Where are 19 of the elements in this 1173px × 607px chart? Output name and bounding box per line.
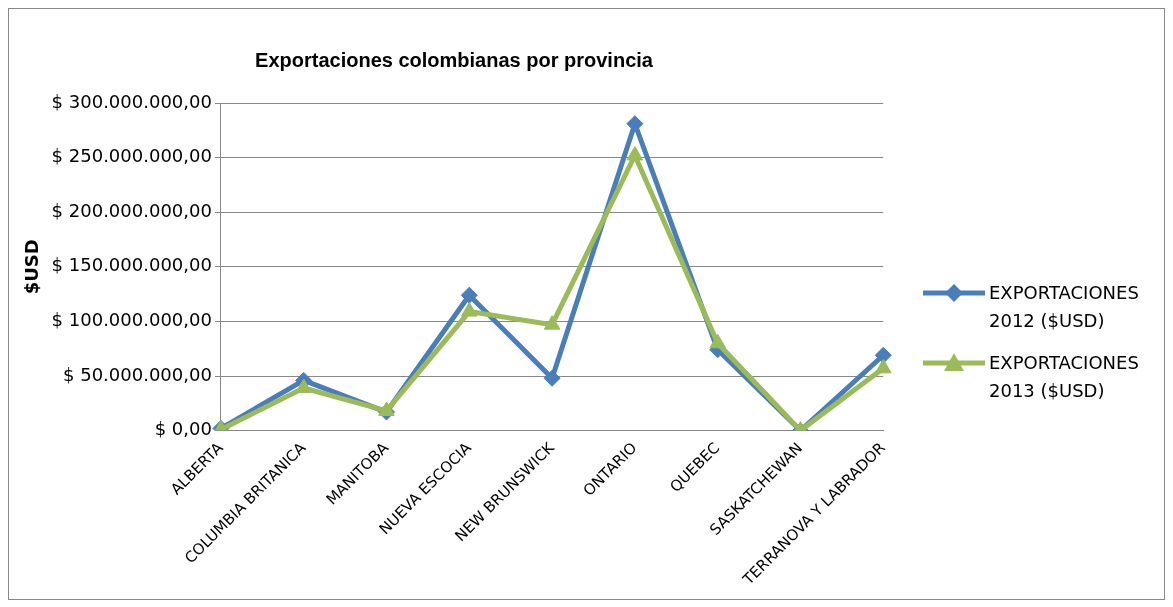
point bbox=[626, 115, 644, 133]
point bbox=[543, 315, 561, 330]
y-tick-label: $ 150.000.000,00 bbox=[51, 254, 212, 276]
legend-label: EXPORTACIONES 2012 ($USD) bbox=[989, 281, 1140, 333]
y-tick-label: $ 200.000.000,00 bbox=[51, 199, 212, 221]
point bbox=[709, 333, 726, 349]
point bbox=[874, 358, 892, 374]
point bbox=[460, 286, 478, 304]
y-tick-label: $ 100.000.000,00 bbox=[51, 309, 212, 331]
chart-title: Exportaciones colombianas por provincia bbox=[255, 48, 654, 71]
y-tick-label: $ 300.000.000,00 bbox=[51, 90, 212, 112]
y-tick-label: $ 0,00 bbox=[154, 418, 212, 440]
point bbox=[461, 302, 478, 317]
y-axis-title: $USD bbox=[21, 239, 43, 295]
point bbox=[295, 378, 312, 394]
point bbox=[378, 401, 395, 416]
legend-label: EXPORTACIONES 2013 ($USD) bbox=[989, 351, 1140, 403]
y-tick-label: $ 50.000.000,00 bbox=[63, 363, 212, 385]
y-tick-label: $ 250.000.000,00 bbox=[51, 145, 212, 167]
